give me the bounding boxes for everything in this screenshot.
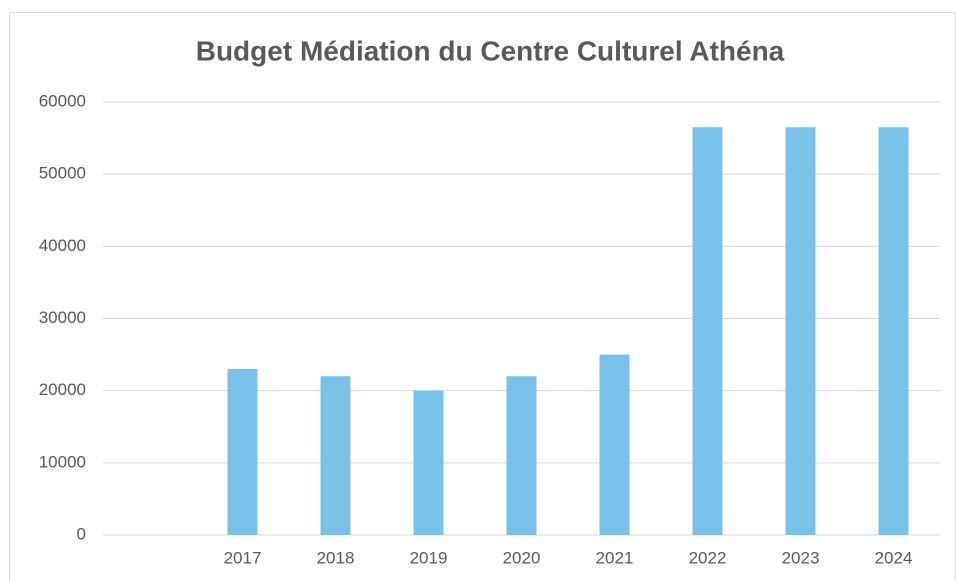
chart-title: Budget Médiation du Centre Culturel Athé… (196, 35, 785, 66)
x-tick-label: 2023 (782, 548, 820, 567)
x-tick-label: 2022 (689, 548, 727, 567)
x-tick-label: 2017 (224, 548, 262, 567)
bar (506, 376, 537, 535)
bar (413, 390, 444, 535)
x-tick-label: 2021 (596, 548, 634, 567)
bar (785, 127, 816, 535)
bar (878, 127, 909, 535)
y-tick-label: 0 (77, 524, 86, 543)
x-tick-label: 2019 (410, 548, 448, 567)
x-tick-label: 2018 (317, 548, 355, 567)
bar (227, 369, 258, 535)
y-tick-label: 60000 (39, 91, 86, 110)
bar (320, 376, 351, 535)
x-tick-label: 2020 (503, 548, 541, 567)
y-tick-label: 20000 (39, 380, 86, 399)
y-tick-label: 50000 (39, 164, 86, 183)
x-tick-label: 2024 (875, 548, 913, 567)
bar (692, 127, 723, 535)
y-tick-label: 10000 (39, 452, 86, 471)
bar (599, 354, 630, 535)
y-tick-label: 30000 (39, 308, 86, 327)
y-tick-label: 40000 (39, 236, 86, 255)
